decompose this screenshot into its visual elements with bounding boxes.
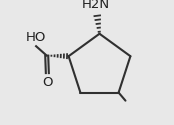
Text: H2N: H2N [82,0,110,11]
Text: O: O [42,76,53,89]
Text: HO: HO [25,31,46,44]
